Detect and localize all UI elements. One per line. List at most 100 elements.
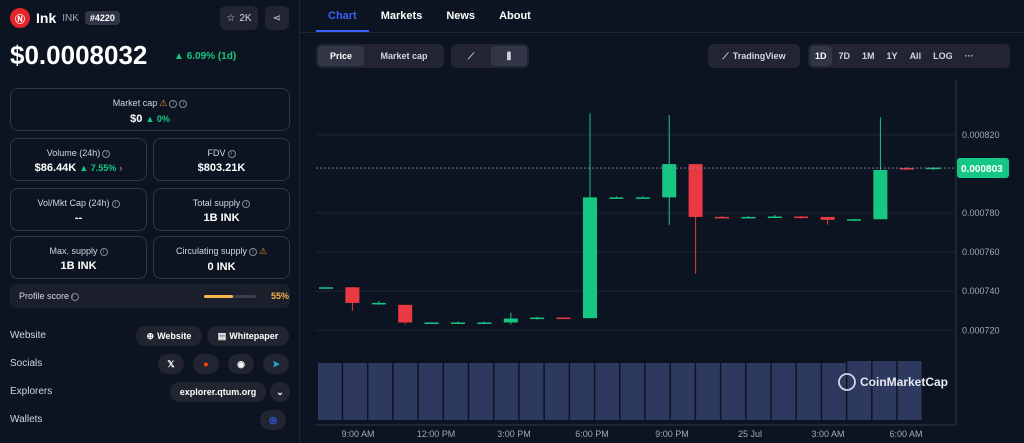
volume-bar [469,363,493,420]
volume-change: ▲ 7.55% [79,163,117,173]
x-icon: 𝕏 [167,358,175,369]
fdv-label: FDV i [154,148,289,158]
wallet-button[interactable]: ◎ [260,410,286,430]
explorers-row-label: Explorers [10,386,53,397]
warning-icon[interactable]: ⚠ [159,98,168,108]
log-toggle[interactable]: LOG [933,51,953,61]
reddit-button[interactable]: ● [193,354,219,374]
market-cap-toggle-button[interactable]: Market cap [380,51,428,61]
candle-body [398,304,413,323]
volume-bar [721,363,746,420]
vol-mkt-label-text: Vol/Mkt Cap (24h) [37,198,110,208]
tab-chart[interactable]: Chart [316,0,369,32]
profile-score-value: 55% [271,291,290,301]
watchlist-button[interactable]: ☆ 2K [220,6,258,30]
range-1y[interactable]: 1Y [886,51,898,61]
profile-score-label-text: Profile score [19,291,70,301]
fdv-label-text: FDV [207,148,226,158]
range-1m[interactable]: 1M [862,51,875,61]
wallets-row-label: Wallets [10,414,43,425]
chevron-right-icon[interactable]: › [119,163,123,173]
x-twitter-button[interactable]: 𝕏 [158,354,184,374]
y-tick-label: 0.000820 [962,130,1000,140]
y-tick-label: 0.000760 [962,247,1000,257]
range-7d[interactable]: 7D [838,51,851,61]
y-tick-label: 0.000720 [962,325,1000,335]
market-cap-card: Market cap ⚠ i i $0 ▲ 0% [10,88,290,131]
x-tick-label: 3:00 AM [811,429,844,439]
volume-bar [368,363,393,420]
candle-body [451,322,465,324]
info-icon[interactable]: i [179,99,188,108]
coin-sidebar: Ⓝ Ink INK #4220 ☆ 2K ⋖ $0.0008032 ▲ 6.09… [0,0,300,443]
price-change: ▲ 6.09% (1d) [174,51,237,62]
profile-score-fill [204,295,233,298]
explorer-button[interactable]: explorer.qtum.org [170,382,266,402]
info-icon[interactable]: i [111,199,120,208]
total-supply-label-text: Total supply [192,198,241,208]
github-button[interactable]: ◉ [228,354,254,374]
x-tick-label: 9:00 PM [655,429,689,439]
volume-bar [418,363,443,420]
x-tick-label: 6:00 AM [889,429,922,439]
wallet-icon: ◎ [269,414,277,425]
candlestick-icon[interactable]: ⫼ [491,46,527,66]
current-price-label: 0.000803 [961,164,1003,175]
coin-header: Ⓝ Ink INK #4220 [10,8,120,28]
price-marketcap-toggle: Price Market cap [316,44,444,68]
website-button[interactable]: ⊕ Website [136,326,202,346]
candle-body [556,317,571,320]
profile-score[interactable]: Profile score i 55% [10,284,290,308]
price-toggle-button[interactable]: Price [318,46,364,66]
info-icon[interactable]: i [71,292,80,301]
more-options-icon[interactable]: ··· [964,51,974,61]
info-icon[interactable]: i [169,99,178,108]
candle-body [345,287,360,303]
warning-icon[interactable]: ⚠ [258,246,268,256]
tradingview-toggle[interactable]: ⟋ TradingView [710,46,798,66]
range-1d[interactable]: 1D [810,46,832,66]
coin-name: Ink [36,10,57,26]
info-icon[interactable]: i [227,149,236,158]
info-icon[interactable]: i [102,149,111,158]
tab-about[interactable]: About [499,10,531,22]
volume-bar [872,361,897,420]
circulating-supply-label-text: Circulating supply [175,246,247,256]
tab-news[interactable]: News [446,10,476,22]
x-tick-label: 9:00 AM [341,429,374,439]
range-all[interactable]: All [909,51,922,61]
volume-bar [318,363,342,420]
price-chart[interactable]: 0.000820 0.000780 0.000760 0.000740 0.000720… [316,80,1016,443]
tab-markets[interactable]: Markets [380,10,423,22]
candle-body [583,197,597,319]
max-supply-card: Max. supply i 1B INK [10,236,147,279]
volume-bar [544,363,569,420]
info-icon[interactable]: i [99,247,108,256]
market-cap-amount: $0 [130,113,143,125]
watchers-count: 2K [239,12,252,24]
candle-body [715,216,729,219]
candle-body [424,322,439,324]
volume-bar [444,363,468,420]
volume-bar [822,363,846,420]
candle-body [741,216,756,219]
info-icon[interactable]: i [248,247,257,256]
volume-bar [645,363,670,420]
telegram-button[interactable]: ➤ [263,354,289,374]
share-button[interactable]: ⋖ [265,6,289,30]
time-range-selector: 1D 7D 1M 1Y All LOG ··· [808,44,1010,68]
whitepaper-button-label: Whitepaper [229,331,279,341]
vol-mkt-label: Vol/Mkt Cap (24h) i [11,198,146,208]
market-cap-change: ▲ 0% [145,114,170,124]
profile-score-label: Profile score i [19,291,80,301]
globe-icon: ⊕ [146,330,155,341]
market-cap-label-text: Market cap [112,98,158,108]
whitepaper-button[interactable]: ▤ Whitepaper [207,326,289,346]
info-icon[interactable]: i [242,199,251,208]
volume-card: Volume (24h) i $86.44K ▲ 7.55% › [10,138,147,181]
line-chart-icon[interactable]: ⟋ [467,50,475,61]
circulating-supply-value: 0 INK [207,261,236,273]
candle-body [319,287,333,289]
price-value: $0.0008032 [10,40,148,70]
explorers-dropdown-button[interactable]: ⌄ [270,382,290,402]
